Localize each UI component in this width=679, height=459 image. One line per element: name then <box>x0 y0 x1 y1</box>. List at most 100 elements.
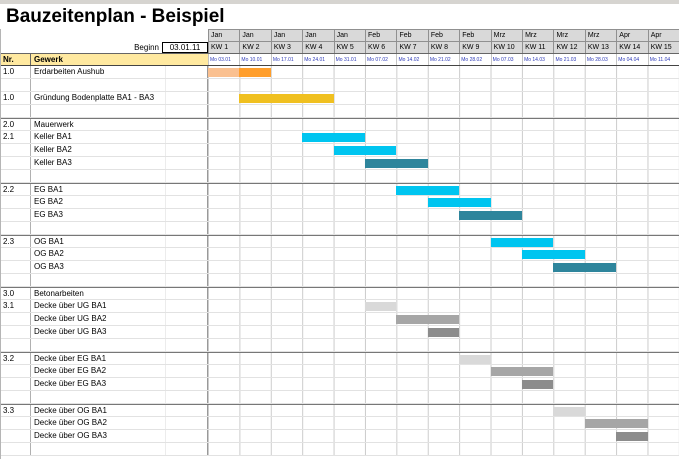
trade-label-cell[interactable]: Decke über OG BA2 <box>31 417 166 429</box>
timeline-cell[interactable] <box>208 313 679 325</box>
row-number-cell[interactable] <box>1 157 31 169</box>
timeline-cell[interactable] <box>208 378 679 390</box>
timeline-cell[interactable] <box>208 105 679 117</box>
row-number-cell[interactable] <box>1 105 31 117</box>
gantt-bar[interactable] <box>521 380 554 389</box>
row-number-cell[interactable]: 1.0 <box>1 66 31 78</box>
row-number-cell[interactable]: 2.2 <box>1 184 31 195</box>
timeline-cell[interactable] <box>208 339 679 351</box>
timeline-cell[interactable] <box>208 405 679 416</box>
gantt-bar[interactable] <box>364 302 397 311</box>
trade-label-cell[interactable]: OG BA1 <box>31 236 166 247</box>
gantt-bar[interactable] <box>553 407 585 416</box>
spacer-cell[interactable] <box>166 300 208 312</box>
row-number-cell[interactable]: 2.3 <box>1 236 31 247</box>
gantt-bar[interactable] <box>333 146 397 155</box>
row-number-cell[interactable] <box>1 222 31 234</box>
row-number-cell[interactable]: 3.0 <box>1 288 31 299</box>
trade-label-cell[interactable]: Erdarbeiten Aushub <box>31 66 166 78</box>
gantt-bar[interactable] <box>490 367 554 376</box>
timeline-cell[interactable] <box>208 391 679 403</box>
timeline-cell[interactable] <box>208 353 679 364</box>
row-number-cell[interactable] <box>1 248 31 260</box>
row-number-cell[interactable] <box>1 144 31 156</box>
row-number-cell[interactable]: 3.3 <box>1 405 31 416</box>
gantt-bar[interactable] <box>239 94 334 103</box>
timeline-cell[interactable] <box>208 300 679 312</box>
spacer-cell[interactable] <box>166 236 208 247</box>
gantt-bar[interactable] <box>239 68 271 77</box>
row-number-cell[interactable] <box>1 261 31 273</box>
begin-date-cell[interactable]: 03.01.11 <box>162 41 208 53</box>
row-number-cell[interactable] <box>1 378 31 390</box>
trade-label-cell[interactable] <box>31 274 166 286</box>
row-number-cell[interactable] <box>1 391 31 403</box>
trade-label-cell[interactable] <box>31 79 166 91</box>
spacer-cell[interactable] <box>166 391 208 403</box>
trade-label-cell[interactable] <box>31 170 166 182</box>
spacer-cell[interactable] <box>166 339 208 351</box>
trade-label-cell[interactable]: Decke über EG BA3 <box>31 378 166 390</box>
timeline-cell[interactable] <box>208 248 679 260</box>
spacer-cell[interactable] <box>166 313 208 325</box>
trade-label-cell[interactable]: Decke über EG BA1 <box>31 353 166 364</box>
spacer-cell[interactable] <box>166 261 208 273</box>
spacer-cell[interactable] <box>166 430 208 442</box>
gantt-bar[interactable] <box>584 419 648 428</box>
gantt-bar[interactable] <box>302 133 365 142</box>
row-number-cell[interactable] <box>1 417 31 429</box>
spacer-cell[interactable] <box>166 443 208 455</box>
spacer-cell[interactable] <box>166 170 208 182</box>
spacer-cell[interactable] <box>166 131 208 143</box>
gantt-bar[interactable] <box>427 328 460 337</box>
row-number-cell[interactable] <box>1 365 31 377</box>
timeline-cell[interactable] <box>208 131 679 143</box>
row-number-cell[interactable] <box>1 443 31 455</box>
timeline-cell[interactable] <box>208 236 679 247</box>
spacer-cell[interactable] <box>166 119 208 130</box>
timeline-cell[interactable] <box>208 274 679 286</box>
trade-label-cell[interactable]: OG BA2 <box>31 248 166 260</box>
row-number-cell[interactable] <box>1 274 31 286</box>
row-number-cell[interactable]: 2.0 <box>1 119 31 130</box>
trade-label-cell[interactable] <box>31 391 166 403</box>
row-number-cell[interactable]: 3.2 <box>1 353 31 364</box>
row-number-cell[interactable] <box>1 196 31 208</box>
spacer-cell[interactable] <box>166 417 208 429</box>
spacer-cell[interactable] <box>166 405 208 416</box>
spacer-cell[interactable] <box>166 326 208 338</box>
spacer-cell[interactable] <box>166 365 208 377</box>
spacer-cell[interactable] <box>166 248 208 260</box>
row-number-cell[interactable] <box>1 339 31 351</box>
spacer-cell[interactable] <box>166 209 208 221</box>
row-number-cell[interactable] <box>1 430 31 442</box>
spacer-cell[interactable] <box>166 222 208 234</box>
spacer-cell[interactable] <box>166 288 208 299</box>
trade-label-cell[interactable] <box>31 222 166 234</box>
timeline-cell[interactable] <box>208 144 679 156</box>
trade-label-cell[interactable]: Decke über OG BA1 <box>31 405 166 416</box>
trade-label-cell[interactable]: Keller BA1 <box>31 131 166 143</box>
timeline-cell[interactable] <box>208 222 679 234</box>
spacer-cell[interactable] <box>166 105 208 117</box>
spacer-cell[interactable] <box>166 378 208 390</box>
timeline-cell[interactable] <box>208 79 679 91</box>
gantt-bar[interactable] <box>208 68 240 77</box>
gantt-bar[interactable] <box>521 250 585 259</box>
spacer-cell[interactable] <box>166 353 208 364</box>
trade-label-cell[interactable]: Mauerwerk <box>31 119 166 130</box>
gantt-bar[interactable] <box>490 238 554 247</box>
gantt-bar[interactable] <box>364 159 428 168</box>
row-number-cell[interactable] <box>1 209 31 221</box>
timeline-cell[interactable] <box>208 157 679 169</box>
gantt-bar[interactable] <box>396 186 460 195</box>
trade-label-cell[interactable]: OG BA3 <box>31 261 166 273</box>
trade-label-cell[interactable]: Decke über UG BA2 <box>31 313 166 325</box>
trade-label-cell[interactable]: EG BA3 <box>31 209 166 221</box>
trade-label-cell[interactable]: Keller BA3 <box>31 157 166 169</box>
gantt-bar[interactable] <box>396 315 460 324</box>
timeline-cell[interactable] <box>208 443 679 455</box>
timeline-cell[interactable] <box>208 430 679 442</box>
row-number-cell[interactable] <box>1 79 31 91</box>
trade-label-cell[interactable]: Decke über UG BA1 <box>31 300 166 312</box>
